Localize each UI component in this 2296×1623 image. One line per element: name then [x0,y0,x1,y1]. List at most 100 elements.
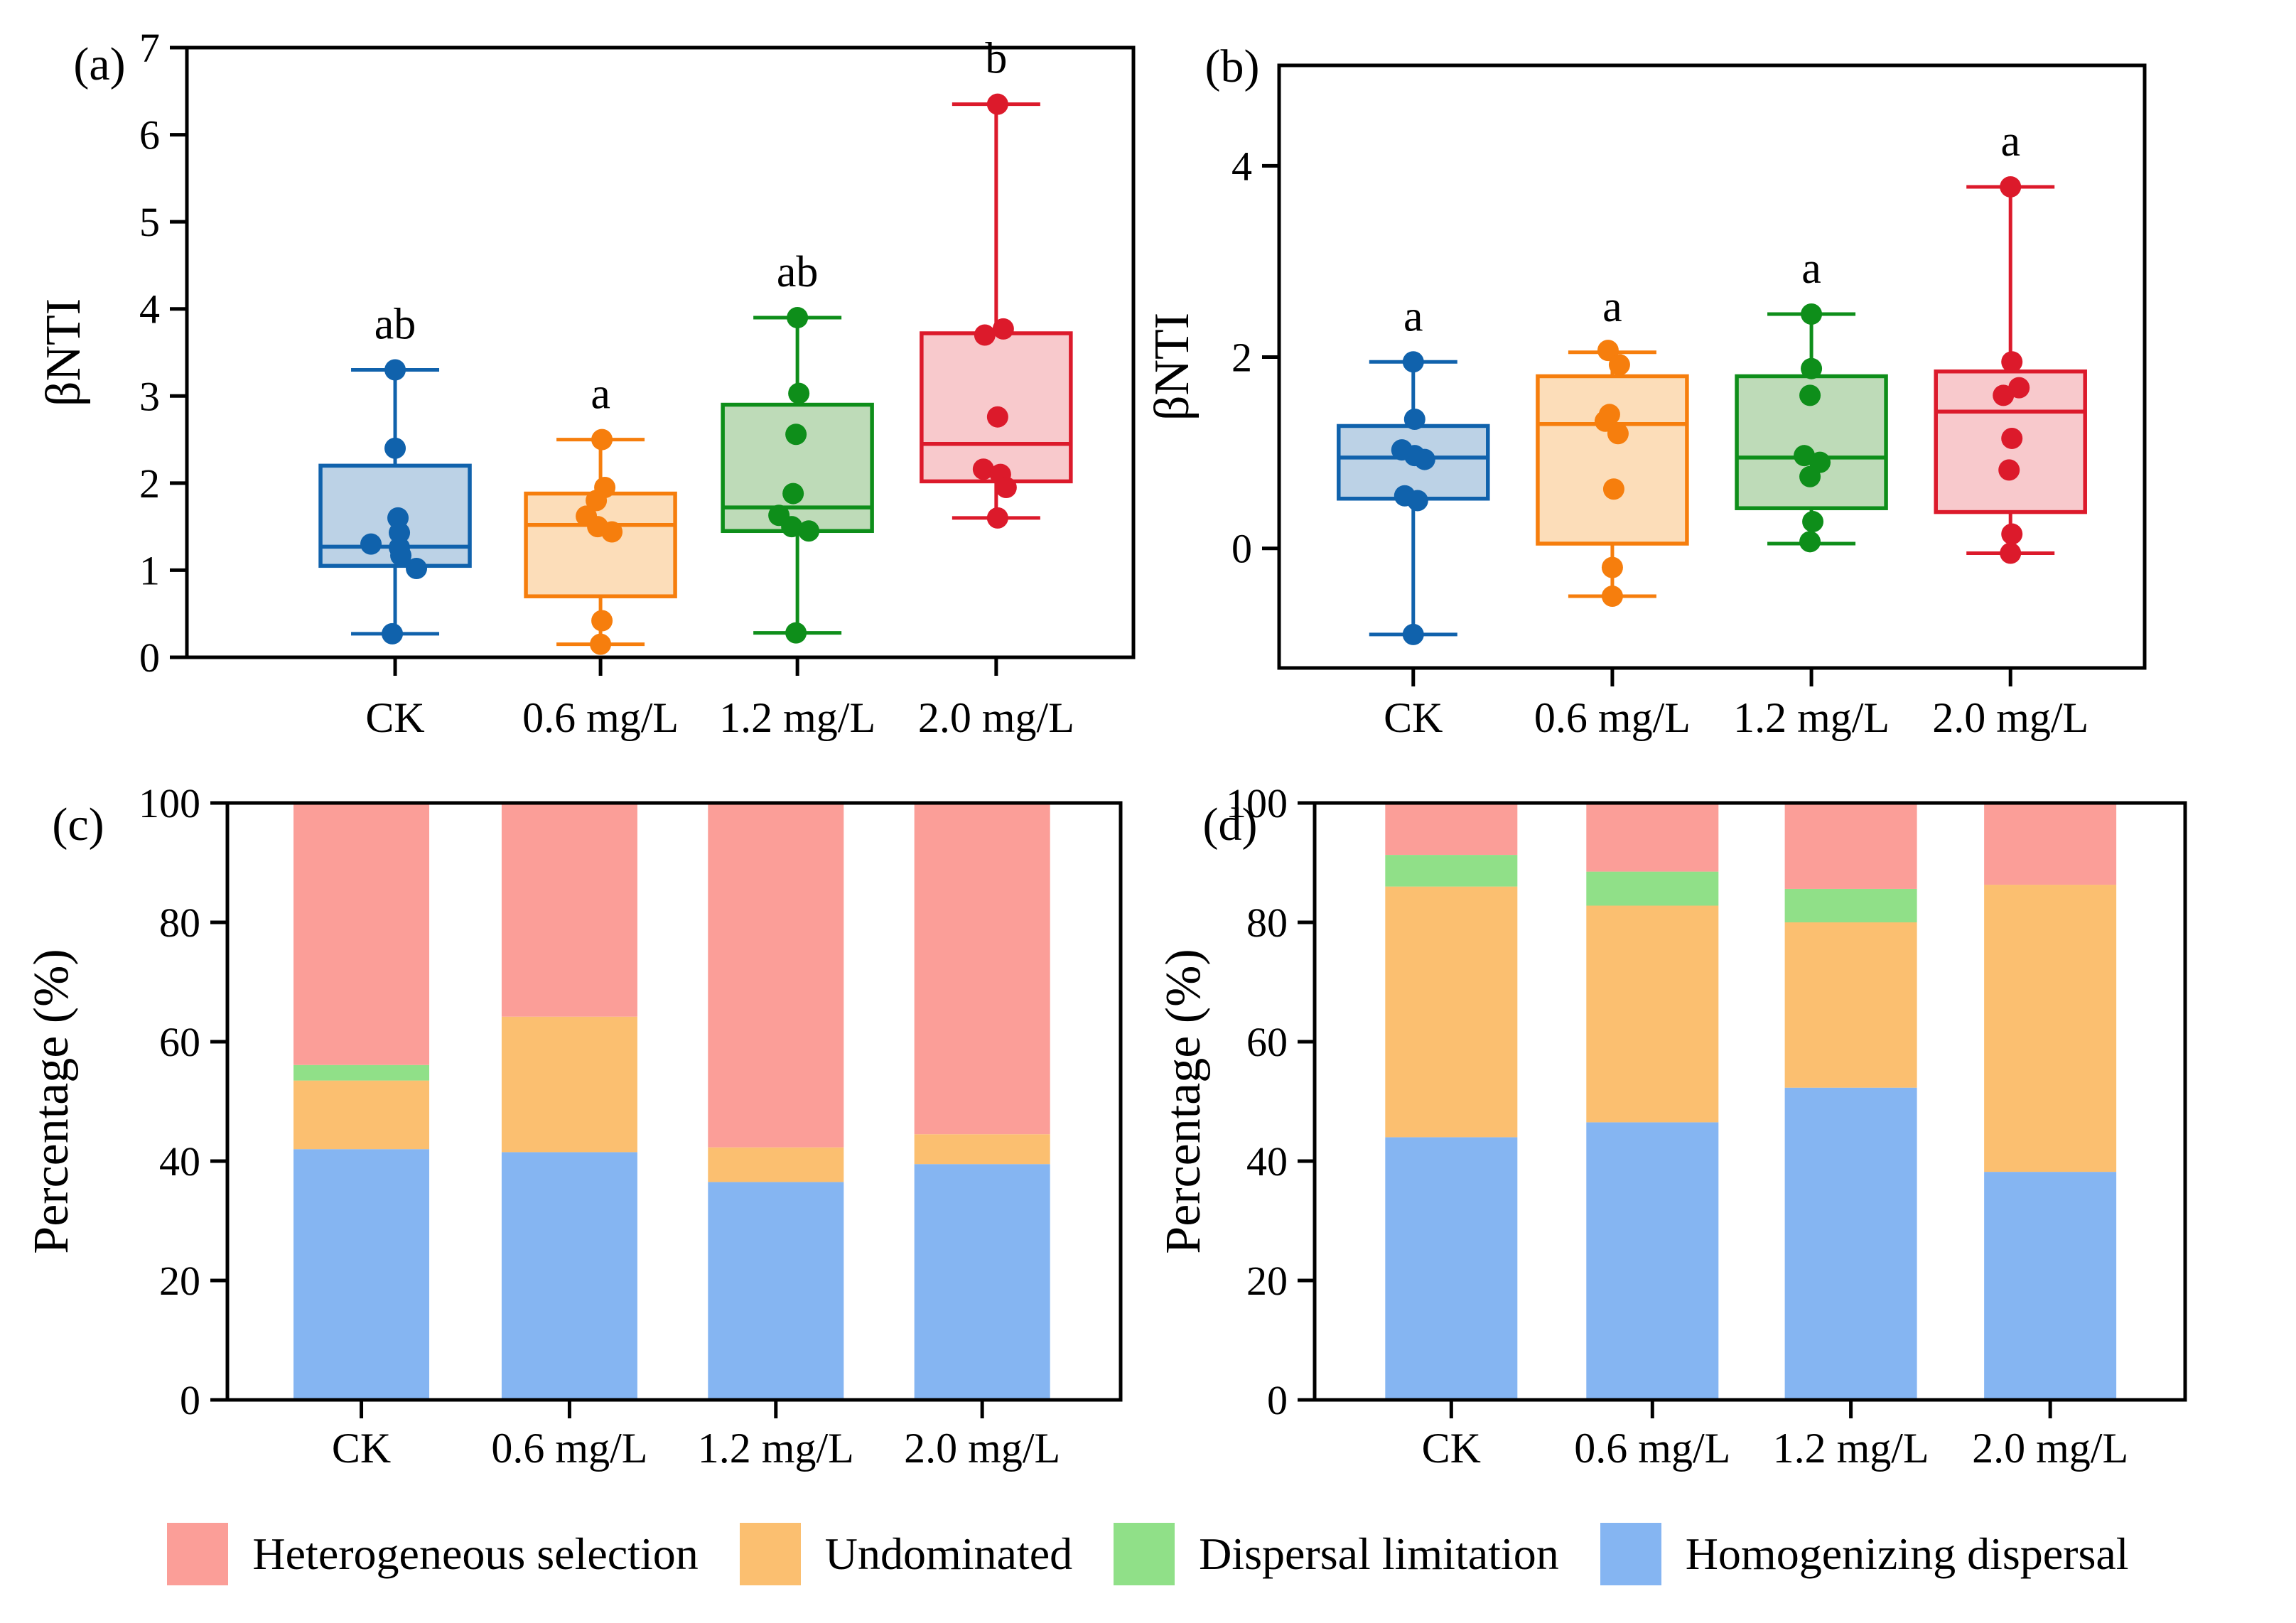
legend-label: Heterogeneous selection [252,1528,699,1579]
y-tick-label: 0 [1231,526,1252,572]
y-tick-label: 2 [139,460,160,507]
bar-segment-undominated [1784,922,1917,1088]
y-tick-label: 80 [159,900,200,946]
data-point [972,458,994,480]
significance-letter: ab [777,248,819,296]
bar-segment-undominated [293,1080,430,1150]
data-point [2000,176,2022,198]
data-point [787,306,809,328]
data-point [788,382,810,404]
data-point [1597,340,1619,362]
data-point [390,544,412,566]
data-point [785,622,807,644]
bar-segment-dispersal-limitation [1586,871,1719,906]
box-group-0.6 mg/L: a [524,370,677,655]
y-tick-label: 20 [1246,1258,1288,1304]
bar-segment-undominated [1984,885,2117,1172]
data-point [1601,586,1623,608]
x-category-label: 1.2 mg/L [698,1425,854,1472]
data-point [601,521,623,543]
box-group-1.2 mg/L: a [1735,244,1888,553]
significance-letter: ab [374,301,416,349]
data-point [995,476,1017,498]
panel-c-stacked-bar-chart: 0 20 40 60 80 100 CK 0.6 mg/L 1.2 mg/L 2.0 mg/L Pe… [24,780,1123,1472]
stacked-bar-CK [293,803,430,1400]
panel-letter: (a) [73,38,125,90]
bar-segment-heterogeneous-selection [1984,803,2117,885]
x-category-label: 2.0 mg/L [1932,694,2089,741]
figure-legend: Heterogeneous selection Undominated Disp… [0,1508,2296,1600]
data-point [781,516,803,538]
data-point [1602,478,1624,500]
bar-segment-heterogeneous-selection [708,803,844,1148]
y-tick-label: 6 [139,112,160,158]
y-axis-title: βNTI [36,298,91,406]
legend-item-dispersal-limitation: Dispersal limitation [1114,1523,1559,1585]
data-point [974,324,996,346]
panel-letter: (b) [1205,41,1260,92]
iqr-box [1536,374,1689,546]
y-tick-label: 0 [180,1377,200,1423]
data-point [382,622,404,645]
y-tick-label: 4 [1231,143,1252,189]
legend-item-undominated: Undominated [739,1523,1072,1585]
bar-segment-heterogeneous-selection [1385,803,1518,856]
plot-frame [1313,801,2187,1402]
y-tick-label: 0 [1267,1377,1288,1423]
data-point [586,490,608,512]
panel-d-stacked-bar-chart: 0 20 40 60 80 100 CK 0.6 mg/L 1.2 mg/L 2.0 mg/L Pe… [1156,780,2187,1472]
significance-letter: a [1403,292,1423,340]
data-point [1801,357,1823,379]
data-point [1799,384,1821,406]
data-point [2001,427,2023,449]
y-tick-label: 1 [139,547,160,593]
bar-segment-homogenizing-dispersal [708,1182,844,1400]
data-point [590,633,612,655]
data-point [1402,623,1424,645]
x-category-label: 1.2 mg/L [719,694,875,741]
data-point [1801,303,1823,325]
bar-segment-homogenizing-dispersal [1586,1122,1719,1400]
y-tick-label: 2 [1231,335,1252,381]
data-point [384,437,406,459]
box-group-CK: a [1337,292,1490,645]
y-axis-title: Percentage (%) [1156,949,1211,1253]
y-tick-label: 5 [139,199,160,245]
data-point [986,93,1008,115]
x-category-label: 0.6 mg/L [1534,694,1691,741]
data-point [992,318,1014,340]
data-point [986,507,1008,529]
bar-segment-heterogeneous-selection [1586,803,1719,872]
x-category-label: 2.0 mg/L [1972,1425,2128,1472]
bar-segment-undominated [1586,905,1719,1123]
bar-segment-undominated [1385,886,1518,1138]
bar-segment-heterogeneous-selection [914,803,1050,1135]
data-point [591,610,613,632]
bar-segment-undominated [501,1016,637,1153]
data-point [2001,523,2023,545]
significance-letter: a [2000,117,2020,166]
box-group-2.0 mg/L: a [1934,117,2087,564]
data-point [2001,351,2023,373]
bar-segment-homogenizing-dispersal [501,1152,637,1400]
box-group-1.2 mg/L: ab [721,248,874,644]
data-point [591,428,613,451]
data-point [798,520,820,542]
significance-letter: a [1801,244,1821,293]
data-point [1413,448,1435,470]
bar-segment-homogenizing-dispersal [1984,1172,2117,1400]
y-tick-label: 0 [139,635,160,681]
legend-label: Dispersal limitation [1199,1528,1559,1579]
bar-segment-homogenizing-dispersal [1385,1137,1518,1400]
bar-segment-homogenizing-dispersal [293,1149,430,1400]
bar-segment-undominated [914,1134,1050,1165]
plot-frame [185,45,1136,659]
data-point [986,406,1008,428]
bar-segment-heterogeneous-selection [293,803,430,1065]
data-point [406,557,428,579]
x-category-label: 0.6 mg/L [1574,1425,1730,1472]
y-tick-label: 4 [139,286,160,333]
bar-segment-heterogeneous-selection [501,803,637,1017]
box-group-0.6 mg/L: a [1536,283,1689,608]
y-tick-label: 40 [1246,1138,1288,1185]
